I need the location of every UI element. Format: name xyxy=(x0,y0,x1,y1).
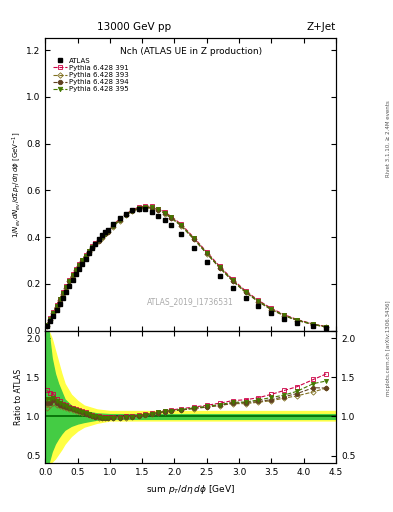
Y-axis label: Ratio to ATLAS: Ratio to ATLAS xyxy=(14,369,23,425)
Text: 13000 GeV pp: 13000 GeV pp xyxy=(97,22,171,32)
X-axis label: sum $p_T/d\eta\,d\phi$ [GeV]: sum $p_T/d\eta\,d\phi$ [GeV] xyxy=(146,483,235,496)
Text: ATLAS_2019_I1736531: ATLAS_2019_I1736531 xyxy=(147,297,234,306)
Text: Z+Jet: Z+Jet xyxy=(307,22,336,32)
Text: mcplots.cern.ch [arXiv:1306.3436]: mcplots.cern.ch [arXiv:1306.3436] xyxy=(386,301,391,396)
Text: Rivet 3.1.10, ≥ 2.4M events: Rivet 3.1.10, ≥ 2.4M events xyxy=(386,100,391,177)
Legend: ATLAS, Pythia 6.428 391, Pythia 6.428 393, Pythia 6.428 394, Pythia 6.428 395: ATLAS, Pythia 6.428 391, Pythia 6.428 39… xyxy=(51,56,130,93)
Y-axis label: $1/N_{ev}\,dN_{ev}/d\Sigma p_T/d\eta\,d\phi\;[\mathrm{GeV^{-1}}]$: $1/N_{ev}\,dN_{ev}/d\Sigma p_T/d\eta\,d\… xyxy=(10,132,23,238)
Text: Nch (ATLAS UE in Z production): Nch (ATLAS UE in Z production) xyxy=(119,47,262,56)
